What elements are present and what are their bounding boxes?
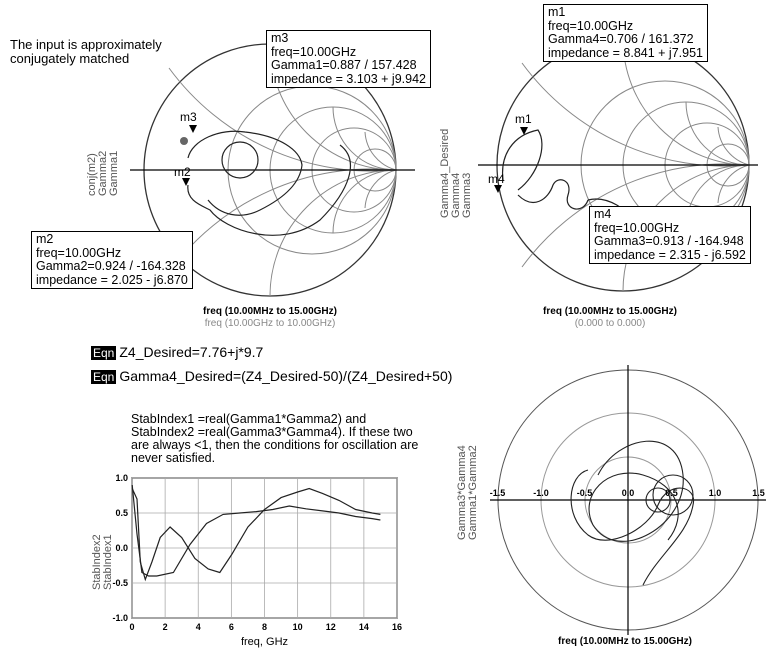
m4-impedance: impedance = 2.315 - j6.592 <box>594 247 746 262</box>
x-tick-label: 16 <box>392 622 402 632</box>
eqn-tag: Eqn <box>91 346 117 360</box>
stab-line-4: never satisfied. <box>131 451 216 465</box>
m3-impedance: impedance = 3.103 + j9.942 <box>271 71 426 86</box>
x-tick-label: 14 <box>359 622 369 632</box>
left-vlabels: conj(m2) Gamma2 Gamma1 <box>86 150 120 196</box>
marker-m3-icon <box>189 125 197 133</box>
x-tick-label: 0 <box>129 622 134 632</box>
conj-m2-dot <box>180 137 188 145</box>
right-vlabels: Gamma4_Desired Gamma4 Gamma3 <box>439 129 473 218</box>
m1-impedance: impedance = 8.841 + j7.951 <box>548 45 703 60</box>
x-tick-label: 4 <box>196 622 201 632</box>
polar-chart: -1.5 -1.0 -0.5 0.0 0.5 1.0 1.5 <box>490 365 766 635</box>
y-tick-label: -0.5 <box>112 578 128 588</box>
marker-box-m3: m3 freq=10.00GHz Gamma1=0.887 / 157.428 … <box>266 30 431 88</box>
y-tick-label: -1.0 <box>112 613 128 623</box>
m1-title: m1 <box>548 5 566 19</box>
m2-impedance: impedance = 2.025 - j6.870 <box>36 272 188 287</box>
m1-freq: freq=10.00GHz <box>548 18 634 33</box>
right-caption-2: (0.000 to 0.000) <box>574 318 646 329</box>
y-tick-label: 0.5 <box>115 508 128 518</box>
note-line-1: The input is approximately <box>10 37 162 52</box>
m4-freq: freq=10.00GHz <box>594 220 680 235</box>
stab-line-2: StabIndex2 =real(Gamma3*Gamma4). If thes… <box>131 425 413 439</box>
marker-box-m2: m2 freq=10.00GHz Gamma2=0.924 / -164.328… <box>31 231 193 289</box>
polar-tick-label: 1.5 <box>752 488 765 498</box>
polar-tick-label: -0.5 <box>577 488 593 498</box>
gamma3-gamma4-trace <box>588 440 684 542</box>
stab-line-3: are always <1, then the conditions for o… <box>131 438 419 452</box>
marker-box-m4: m4 freq=10.00GHz Gamma3=0.913 / -164.948… <box>589 206 751 264</box>
x-tick-label: 8 <box>262 622 267 632</box>
gamma1-trace <box>187 130 303 216</box>
stability-note: StabIndex1 =real(Gamma1*Gamma2) and Stab… <box>131 413 418 465</box>
x-tick-label: 6 <box>229 622 234 632</box>
y-tick-label: 1.0 <box>115 473 128 483</box>
series-line-stabindex2 <box>131 487 381 582</box>
m2-freq: freq=10.00GHz <box>36 245 122 260</box>
gamma3-trace <box>517 179 589 210</box>
polar-tick-label: 0.0 <box>622 488 635 498</box>
marker-box-m1: m1 freq=10.00GHz Gamma4=0.706 / 161.372 … <box>543 4 708 62</box>
matched-note: The input is approximately conjugately m… <box>10 38 162 66</box>
vlabel-gamma3: Gamma3 <box>461 172 473 218</box>
equation-z4: Eqn Z4_Desired=7.76+j*9.7 <box>91 344 263 360</box>
polar-tick-label: -1.5 <box>490 488 506 498</box>
y-tick-label: 0.0 <box>115 543 128 553</box>
x-axis-label: freq, GHz <box>241 636 288 648</box>
x-tick-label: 12 <box>326 622 336 632</box>
x-tick-label: 2 <box>163 622 168 632</box>
polar-tick-label: -1.0 <box>533 488 549 498</box>
eqn-text: Gamma4_Desired=(Z4_Desired-50)/(Z4_Desir… <box>119 368 453 384</box>
polar-tick-label: 1.0 <box>709 488 722 498</box>
left-caption: freq (10.00MHz to 15.00GHz) <box>203 306 337 317</box>
equation-gamma4: Eqn Gamma4_Desired=(Z4_Desired-50)/(Z4_De… <box>91 368 452 384</box>
m4-label: m4 <box>488 172 505 186</box>
marker-m2-icon <box>182 178 190 186</box>
polar-vlabels: Gamma3*Gamma4 Gamma1*Gamma2 <box>456 445 479 540</box>
eqn-tag: Eqn <box>91 370 117 384</box>
eqn-text: Z4_Desired=7.76+j*9.7 <box>119 344 264 360</box>
polar-tick-label: 0.5 <box>665 488 678 498</box>
right-caption: freq (10.00MHz to 15.00GHz) <box>543 306 677 317</box>
m2-label: m2 <box>174 165 191 179</box>
gamma1-gamma2-trace <box>570 469 694 586</box>
m2-gamma: Gamma2=0.924 / -164.328 <box>36 259 186 273</box>
gamma2-trace <box>187 144 351 236</box>
gamma4-trace <box>501 129 543 191</box>
left-caption-2: freq (10.00GHz to 10.00GHz) <box>204 318 336 329</box>
m4-gamma: Gamma3=0.913 / -164.948 <box>594 234 744 248</box>
stab-line-1: StabIndex1 =real(Gamma1*Gamma2) and <box>131 412 367 426</box>
m3-freq: freq=10.00GHz <box>271 44 357 59</box>
m1-gamma: Gamma4=0.706 / 161.372 <box>548 32 694 46</box>
stability-line-chart: 0 2 4 6 8 10 12 14 16 1.0 0.5 0.0 -0.5 -1.0 freq, GHz <box>112 473 402 648</box>
vlabel-g1g2: Gamma1*Gamma2 <box>467 445 479 540</box>
vlabel-stabindex1: StabIndex1 <box>102 534 114 590</box>
marker-m4-icon <box>494 185 502 193</box>
x-tick-label: 10 <box>293 622 303 632</box>
note-line-2: conjugately matched <box>10 51 130 66</box>
series-line-stabindex1 <box>131 484 381 577</box>
polar-caption: freq (10.00MHz to 15.00GHz) <box>558 636 692 647</box>
vlabel-gamma1: Gamma1 <box>108 150 120 196</box>
m4-title: m4 <box>594 207 612 221</box>
m1-label: m1 <box>515 112 532 126</box>
marker-m1-icon <box>520 127 528 135</box>
m3-gamma: Gamma1=0.887 / 157.428 <box>271 58 417 72</box>
line-chart-vlabels: StabIndex2 StabIndex1 <box>91 534 114 590</box>
m2-title: m2 <box>36 232 54 246</box>
m3-label: m3 <box>180 110 197 124</box>
m3-title: m3 <box>271 31 289 45</box>
